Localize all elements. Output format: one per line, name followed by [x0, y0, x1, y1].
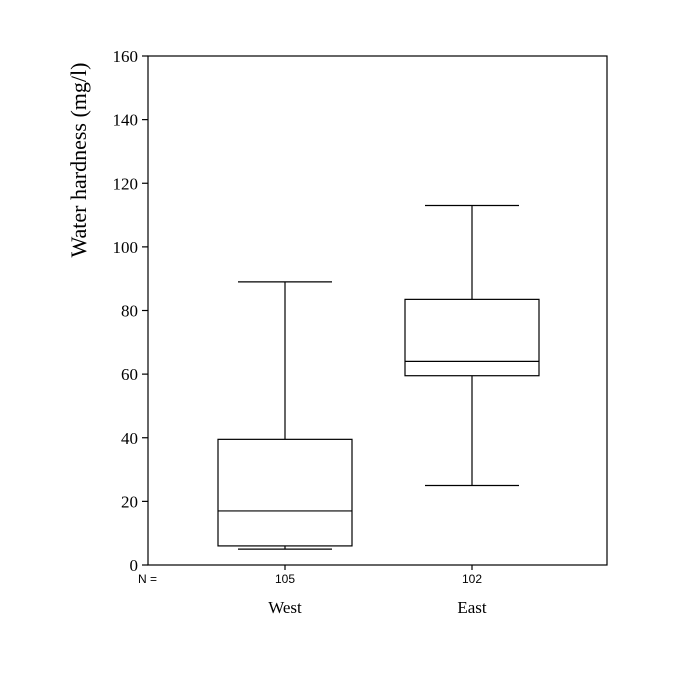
y-axis: 0 20 40 60 80 100 120 140 160	[113, 47, 148, 575]
y-tick-label-40: 40	[121, 429, 138, 448]
y-tick-label-80: 80	[121, 302, 138, 321]
box-group-west: 105 West	[217, 281, 353, 617]
y-tick-label-60: 60	[121, 365, 138, 384]
n-count-west: 105	[275, 572, 295, 586]
y-tick-label-100: 100	[113, 238, 139, 257]
box-group-east: 102 East	[404, 204, 540, 617]
n-prefix-label: N =	[138, 572, 157, 586]
iqr-box-west	[217, 438, 353, 547]
y-axis-title: Water hardness (mg/l)	[66, 63, 91, 258]
y-tick-label-20: 20	[121, 492, 138, 511]
y-tick-label-120: 120	[113, 174, 139, 193]
box-groups: 105 West 102 East	[217, 204, 540, 617]
n-count-east: 102	[462, 572, 482, 586]
y-tick-label-140: 140	[113, 111, 139, 130]
category-label-west: West	[268, 598, 302, 617]
category-label-east: East	[457, 598, 487, 617]
y-tick-label-0: 0	[130, 556, 139, 575]
y-tick-label-160: 160	[113, 47, 139, 66]
iqr-box-east	[404, 298, 540, 377]
plot-area-frame	[147, 55, 608, 566]
